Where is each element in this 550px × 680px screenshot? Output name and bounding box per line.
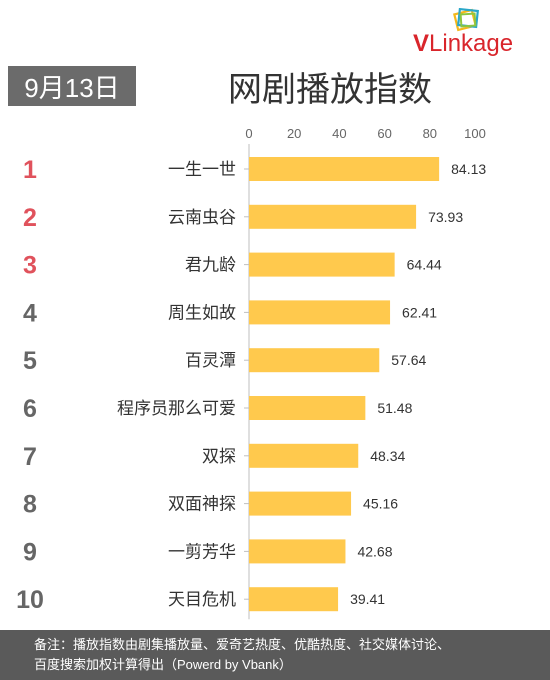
logo-rest: Linkage [429, 30, 514, 57]
rank-label-2: 2 [23, 204, 37, 232]
rank-label-7: 7 [23, 443, 37, 471]
value-label-5: 57.64 [391, 352, 426, 368]
footer-line-1: 备注：播放指数由剧集播放量、爱奇艺热度、优酷热度、社交媒体讨论、 [34, 637, 451, 652]
logo-v: V [413, 30, 430, 57]
logo-text: VLinkage [413, 30, 513, 58]
footer-note: 备注：播放指数由剧集播放量、爱奇艺热度、优酷热度、社交媒体讨论、 百度搜索加权计… [0, 630, 550, 680]
category-label-8: 双面神探 [168, 495, 236, 515]
category-label-3: 君九龄 [185, 256, 236, 276]
value-label-6: 51.48 [377, 400, 412, 416]
bar-8 [249, 491, 352, 516]
rank-label-10: 10 [16, 586, 44, 614]
category-label-9: 一剪芳华 [168, 542, 236, 562]
rank-label-4: 4 [23, 299, 37, 327]
bar-6 [249, 396, 366, 420]
bar-4 [249, 300, 391, 325]
value-label-10: 39.41 [350, 591, 385, 607]
rank-label-3: 3 [23, 252, 37, 280]
x-tick-label-0: 0 [245, 126, 252, 141]
bar-2 [249, 204, 417, 229]
category-label-7: 双探 [202, 447, 236, 467]
value-label-2: 73.93 [428, 209, 463, 225]
rank-label-5: 5 [23, 347, 37, 375]
logo-frames-icon [452, 8, 479, 32]
vlinkage-logo: VLinkage [405, 8, 545, 58]
rank-label-8: 8 [23, 491, 37, 519]
category-label-4: 周生如故 [168, 303, 236, 323]
category-label-6: 程序员那么可爱 [117, 399, 236, 419]
value-label-7: 48.34 [370, 448, 405, 464]
bar-5 [249, 348, 380, 373]
rank-label-9: 9 [23, 538, 37, 566]
value-label-1: 84.13 [451, 161, 486, 177]
x-tick-label-2: 40 [332, 126, 346, 141]
category-label-5: 百灵潭 [185, 351, 236, 371]
x-tick-label-1: 20 [287, 126, 301, 141]
x-tick-label-3: 60 [377, 126, 391, 141]
category-label-2: 云南虫谷 [168, 208, 236, 228]
rank-label-1: 1 [23, 156, 37, 184]
bar-9 [249, 539, 346, 564]
footer-line-2: 百度搜索加权计算得出（Powerd by Vbank） [34, 657, 292, 672]
bar-3 [249, 252, 395, 277]
date-text: 9月13日 [24, 72, 120, 103]
date-badge: 9月13日 [8, 66, 136, 106]
rank-label-6: 6 [23, 395, 37, 423]
bar-7 [249, 443, 359, 468]
bar-10 [249, 587, 339, 612]
index-bar-chart: 0 20 40 60 80 100 1 一生一世 84.13 2 云南虫谷 73.93 3 君九龄 64.4… [16, 126, 486, 620]
page-title: 网剧播放指数 [228, 71, 432, 109]
value-label-4: 62.41 [402, 304, 437, 320]
value-label-9: 42.68 [357, 543, 392, 559]
value-label-8: 45.16 [363, 496, 398, 512]
value-label-3: 64.44 [407, 257, 442, 273]
category-label-10: 天目危机 [168, 590, 236, 610]
bar-1 [249, 157, 440, 181]
x-tick-label-4: 80 [423, 126, 437, 141]
x-tick-label-5: 100 [464, 126, 486, 141]
category-label-1: 一生一世 [168, 160, 236, 180]
